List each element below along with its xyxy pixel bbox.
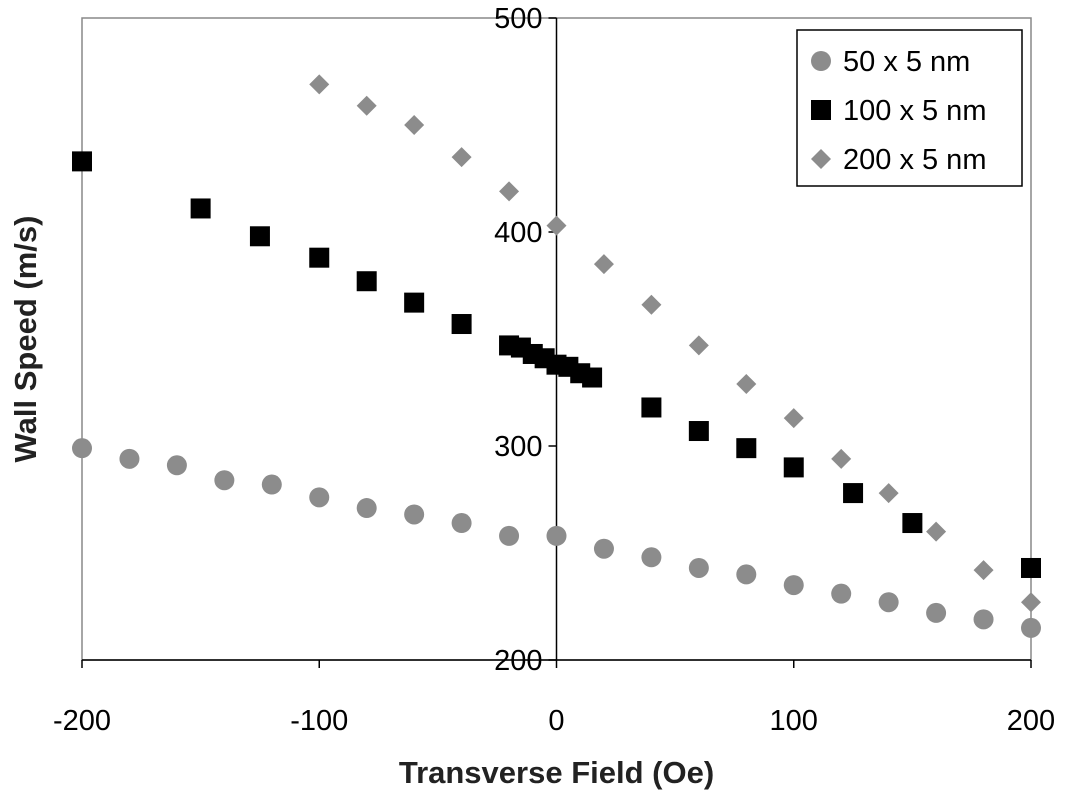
- data-point: [546, 525, 567, 546]
- data-point: [926, 602, 947, 623]
- data-point: [72, 438, 92, 459]
- series-1: [72, 438, 1041, 638]
- data-point: [736, 564, 757, 585]
- data-point: [499, 525, 520, 546]
- data-point: [736, 438, 757, 459]
- data-point: [356, 271, 377, 292]
- legend-label: 200 x 5 nm: [843, 144, 986, 176]
- tick-labels: 200 300 400 500 -200 -100 0 100 200: [53, 3, 1055, 737]
- x-tick-label: 100: [770, 705, 818, 737]
- data-point: [214, 470, 235, 491]
- data-point: [451, 513, 472, 534]
- data-point: [451, 314, 472, 335]
- x-tick-label: 0: [548, 705, 564, 737]
- data-point: [831, 448, 852, 469]
- data-point: [688, 557, 709, 578]
- legend-marker: [811, 100, 831, 120]
- data-point: [309, 74, 330, 95]
- y-tick-label: 500: [494, 3, 542, 35]
- y-axis-title: Wall Speed (m/s): [8, 216, 43, 463]
- data-point: [499, 181, 520, 202]
- x-axis-title: Transverse Field (Oe): [399, 755, 714, 790]
- data-point: [404, 115, 425, 135]
- y-tick-label: 300: [494, 431, 542, 463]
- legend-box: [796, 29, 1023, 187]
- data-point: [546, 215, 567, 236]
- x-tick-label: -200: [53, 705, 111, 737]
- data-point: [593, 254, 614, 275]
- data-point: [356, 95, 377, 116]
- data-point: [309, 247, 330, 268]
- x-tick-label: 200: [1007, 705, 1055, 737]
- data-point: [641, 547, 662, 568]
- data-point: [261, 474, 282, 495]
- data-point: [1021, 557, 1041, 578]
- data-point: [356, 498, 377, 519]
- data-point: [1021, 617, 1041, 638]
- data-point: [973, 609, 994, 630]
- axes: [81, 17, 1032, 668]
- data-point: [831, 583, 852, 604]
- data-points: [72, 74, 1041, 638]
- data-point: [736, 373, 757, 394]
- data-point: [688, 335, 709, 356]
- data-point: [902, 513, 923, 534]
- data-point: [451, 147, 472, 168]
- data-point: [878, 483, 899, 504]
- data-point: [593, 538, 614, 559]
- data-point: [1021, 592, 1041, 613]
- legend-label: 50 x 5 nm: [843, 46, 970, 78]
- data-point: [926, 521, 947, 542]
- data-point: [973, 560, 994, 581]
- y-tick-label: 200: [494, 645, 542, 677]
- data-point: [641, 294, 662, 315]
- data-point: [249, 226, 270, 247]
- series-3: [309, 74, 1041, 613]
- data-point: [309, 487, 330, 508]
- data-point: [783, 457, 804, 478]
- data-point: [878, 592, 899, 613]
- data-point: [641, 397, 662, 418]
- legend-label: 100 x 5 nm: [843, 95, 986, 127]
- data-point: [783, 575, 804, 596]
- legend-marker: [811, 51, 831, 71]
- series-2: [72, 151, 1041, 578]
- data-point: [72, 151, 92, 172]
- data-point: [166, 455, 187, 476]
- data-point: [843, 483, 864, 504]
- legend: 50 x 5 nm 100 x 5 nm 200 x 5 nm: [796, 29, 1023, 187]
- y-tick-label: 400: [494, 217, 542, 249]
- data-point: [404, 292, 425, 313]
- data-point: [190, 198, 211, 219]
- data-point: [119, 448, 140, 469]
- data-point: [404, 504, 425, 525]
- data-point: [783, 408, 804, 429]
- data-point: [582, 367, 603, 388]
- legend-marker: [811, 149, 831, 169]
- x-tick-label: -100: [290, 705, 348, 737]
- data-point: [688, 421, 709, 442]
